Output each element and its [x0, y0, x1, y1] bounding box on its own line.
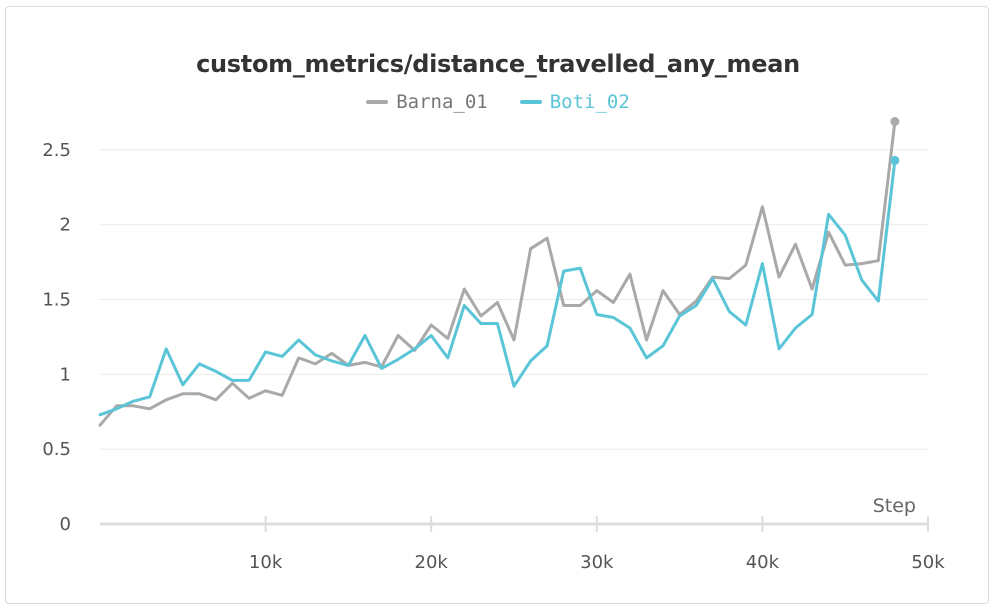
chart-title: custom_metrics/distance_travelled_any_me… — [196, 50, 800, 78]
x-axis-label: Step — [873, 495, 916, 517]
y-tick-label: 2.5 — [42, 140, 71, 161]
series-line-boti-02[interactable] — [98, 158, 897, 417]
legend-item-barna[interactable]: Barna_01 — [366, 91, 488, 113]
y-tick-label: 1.5 — [42, 290, 71, 311]
legend-item-boti[interactable]: Boti_02 — [519, 91, 630, 113]
x-tick-label: 40k — [746, 552, 780, 573]
x-tick-label: 10k — [249, 552, 283, 573]
x-axis: 10k 20k 30k 40k 50k — [100, 516, 945, 573]
y-tick-label: 2 — [60, 215, 71, 236]
y-axis: 0 0.5 1 1.5 2 2.5 — [42, 140, 71, 535]
series-endpoint-boti-02[interactable] — [890, 155, 900, 165]
x-tick-label: 20k — [415, 552, 449, 573]
gridlines — [100, 149, 928, 450]
legend-swatch-boti — [519, 100, 542, 104]
legend-swatch-barna — [366, 100, 389, 104]
y-tick-label: 0 — [60, 514, 71, 535]
series-layer — [98, 116, 900, 427]
x-tick-label: 30k — [580, 552, 614, 573]
legend-label-barna: Barna_01 — [396, 91, 488, 113]
y-tick-label: 1 — [60, 364, 71, 385]
y-tick-label: 0.5 — [42, 439, 71, 460]
series-endpoint-barna-01[interactable] — [890, 116, 900, 126]
x-tick-label: 50k — [911, 552, 945, 573]
series-line-barna-01[interactable] — [98, 120, 897, 427]
chart-legend[interactable]: Barna_01 Boti_02 — [0, 91, 996, 113]
legend-label-boti: Boti_02 — [549, 91, 630, 113]
